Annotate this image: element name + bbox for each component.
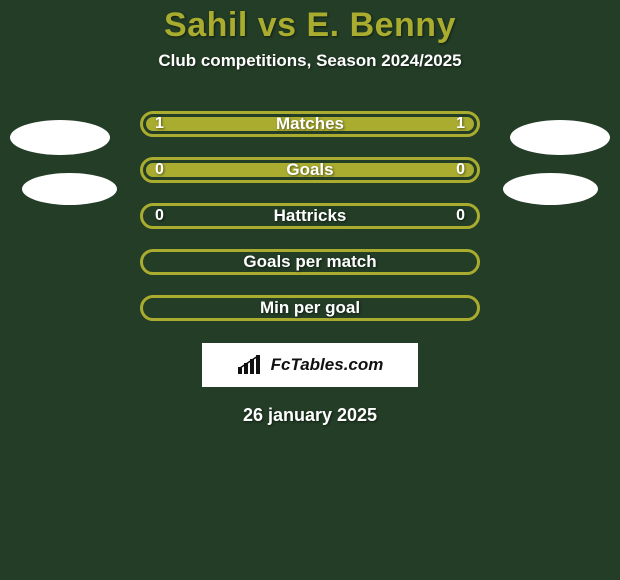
stat-value-right: 0 xyxy=(456,161,465,179)
stat-row: 0 Goals 0 xyxy=(140,157,480,183)
player-left-photo xyxy=(10,120,110,155)
bars-icon xyxy=(237,355,265,375)
stat-value-left: 0 xyxy=(155,161,164,179)
stat-row: Min per goal xyxy=(140,295,480,321)
subtitle: Club competitions, Season 2024/2025 xyxy=(0,51,620,71)
vs-label: vs xyxy=(258,6,297,44)
stat-row: Goals per match xyxy=(140,249,480,275)
player-right-photo xyxy=(510,120,610,155)
footer-date: 26 january 2025 xyxy=(0,405,620,426)
page-title: Sahil vs E. Benny xyxy=(0,0,620,45)
stat-label: Matches xyxy=(276,114,344,134)
source-badge: FcTables.com xyxy=(202,343,418,387)
stat-row: 0 Hattricks 0 xyxy=(140,203,480,229)
source-badge-text: FcTables.com xyxy=(271,355,384,375)
stat-label: Goals xyxy=(286,160,333,180)
player-right-photo-2 xyxy=(503,173,598,205)
player-left-photo-2 xyxy=(22,173,117,205)
stat-value-left: 1 xyxy=(155,115,164,133)
player-left-name: Sahil xyxy=(164,6,248,44)
stat-label: Goals per match xyxy=(243,252,376,272)
stat-row: 1 Matches 1 xyxy=(140,111,480,137)
player-right-name: E. Benny xyxy=(307,6,456,44)
stat-value-right: 1 xyxy=(456,115,465,133)
stat-label: Hattricks xyxy=(274,206,347,226)
stat-value-left: 0 xyxy=(155,207,164,225)
comparison-card: Sahil vs E. Benny Club competitions, Sea… xyxy=(0,0,620,580)
stat-label: Min per goal xyxy=(260,298,360,318)
stat-value-right: 0 xyxy=(456,207,465,225)
